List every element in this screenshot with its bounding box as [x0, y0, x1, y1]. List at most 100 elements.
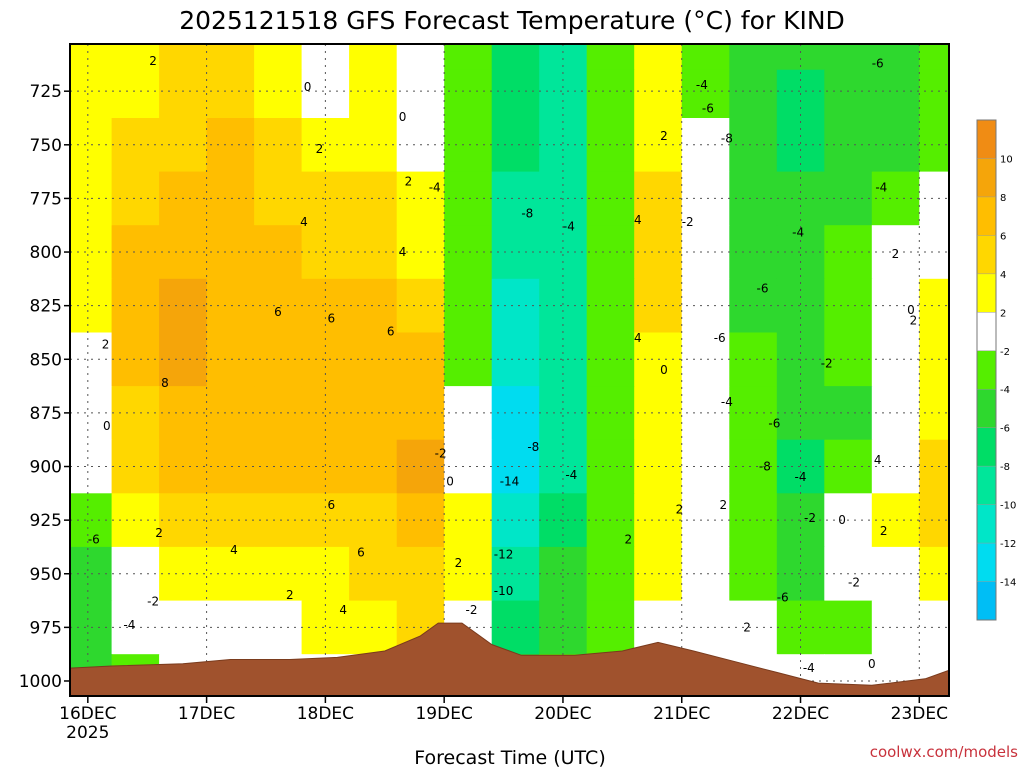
y-tick-label: 750 [30, 136, 62, 156]
temperature-cell [871, 386, 920, 441]
x-tick-sublabel: 2025 [66, 723, 109, 743]
temperature-cell [111, 69, 160, 119]
contour-label: 2 [624, 532, 632, 546]
colorbar-label: -14 [1000, 578, 1016, 589]
temperature-cell [349, 225, 398, 280]
contour-label: 6 [274, 305, 282, 319]
temperature-cell [871, 493, 920, 548]
temperature-cell [491, 118, 540, 173]
colorbar-segment [977, 273, 996, 313]
temperature-cell [111, 44, 160, 71]
temperature-cell [871, 600, 920, 655]
temperature-cell [396, 69, 445, 119]
temperature-cell [729, 546, 778, 602]
temperature-cell [871, 332, 920, 387]
credit-text: coolwx.com/models [870, 743, 1018, 761]
temperature-cell [349, 69, 398, 119]
contour-label: -8 [721, 131, 733, 145]
temperature-cell [729, 69, 778, 119]
colorbar-label: -8 [1000, 462, 1010, 473]
contour-label: -4 [429, 181, 441, 195]
contour-label: 2 [880, 524, 888, 538]
contour-label: -2 [147, 595, 159, 609]
colorbar-label: 8 [1000, 193, 1006, 204]
temperature-cell [206, 600, 255, 655]
temperature-cell [444, 44, 493, 71]
x-tick-label: 23DEC [891, 704, 948, 724]
contour-label: 0 [838, 513, 846, 527]
colorbar-segment [977, 312, 996, 352]
colorbar-segment [977, 466, 996, 506]
temperature-cell [491, 69, 540, 119]
contour-label: 6 [387, 324, 395, 338]
colorbar-label: -4 [1000, 385, 1010, 396]
temperature-cell [729, 439, 778, 494]
terrain-profile [70, 622, 949, 696]
temperature-cell [729, 278, 778, 333]
x-tick-label: 17DEC [178, 704, 235, 724]
contour-label: 2 [149, 54, 157, 68]
colorbar-label: -6 [1000, 424, 1010, 435]
colorbar-label: -12 [1000, 539, 1016, 550]
contour-label: 4 [634, 331, 642, 345]
colorbar-label: 6 [1000, 231, 1006, 242]
contour-label: 4 [300, 215, 308, 229]
temperature-cell [111, 171, 160, 226]
y-tick-label: 800 [30, 243, 62, 263]
x-tick-label: 18DEC [297, 704, 354, 724]
temperature-cell [206, 439, 255, 494]
contour-label: 2 [676, 502, 684, 516]
colorbar-frame [976, 119, 997, 621]
temperature-cell [491, 44, 540, 71]
contour-label: 4 [230, 543, 238, 557]
contour-label: 8 [161, 376, 169, 390]
temperature-cell [871, 118, 920, 173]
colorbar-segment [977, 235, 996, 275]
temperature-cell [444, 118, 493, 173]
chart-title: 2025121518 GFS Forecast Temperature (°C)… [179, 6, 845, 35]
temperature-cell [729, 44, 778, 71]
temperature-cell [444, 546, 493, 602]
temperature-cell [586, 44, 635, 71]
temperature-cell [111, 332, 160, 387]
temperature-cell [729, 118, 778, 173]
temperature-cell [206, 386, 255, 441]
temperature-cell [70, 44, 113, 71]
contour-label: 4 [399, 245, 407, 259]
contour-label: 2 [455, 556, 463, 570]
contour-label: -2 [435, 447, 447, 461]
contour-label: -6 [714, 331, 726, 345]
y-axis: 725 750 775 800 825 850 875 900 925 950 975 1000 [19, 82, 70, 692]
contour-label: 2 [316, 142, 324, 156]
temperature-cell [111, 225, 160, 280]
contour-label: -10 [494, 584, 514, 598]
temperature-cell [70, 69, 113, 119]
colorbar-segment [977, 504, 996, 544]
temperature-cell [491, 278, 540, 333]
x-tick-label: 19DEC [415, 704, 472, 724]
contour-label: 6 [357, 545, 365, 559]
temperature-cell [349, 600, 398, 655]
temperature-cell [254, 44, 303, 71]
temperature-cell [206, 332, 255, 387]
colorbar-segment [977, 120, 996, 159]
contour-label: 6 [327, 498, 335, 512]
temperature-cell [206, 225, 255, 280]
x-tick-label: 20DEC [534, 704, 591, 724]
contour-label: -2 [682, 215, 694, 229]
contour-label: -8 [527, 440, 539, 454]
contour-label: 4 [874, 453, 882, 467]
colorbar-segment [977, 427, 996, 467]
colorbar-label: -2 [1000, 347, 1010, 358]
terrain-layer [70, 622, 949, 696]
temperature-cell [206, 44, 255, 71]
temperature-cell [729, 171, 778, 226]
temperature-cell [444, 386, 493, 441]
temperature-cell [396, 44, 445, 71]
contour-label: -12 [494, 547, 514, 561]
colorbar: 10 8 6 4 2 -2 -4 -6 -8 -10 -12 -14 [976, 119, 1016, 621]
temperature-cell [111, 118, 160, 173]
y-tick-label: 1000 [19, 672, 62, 692]
